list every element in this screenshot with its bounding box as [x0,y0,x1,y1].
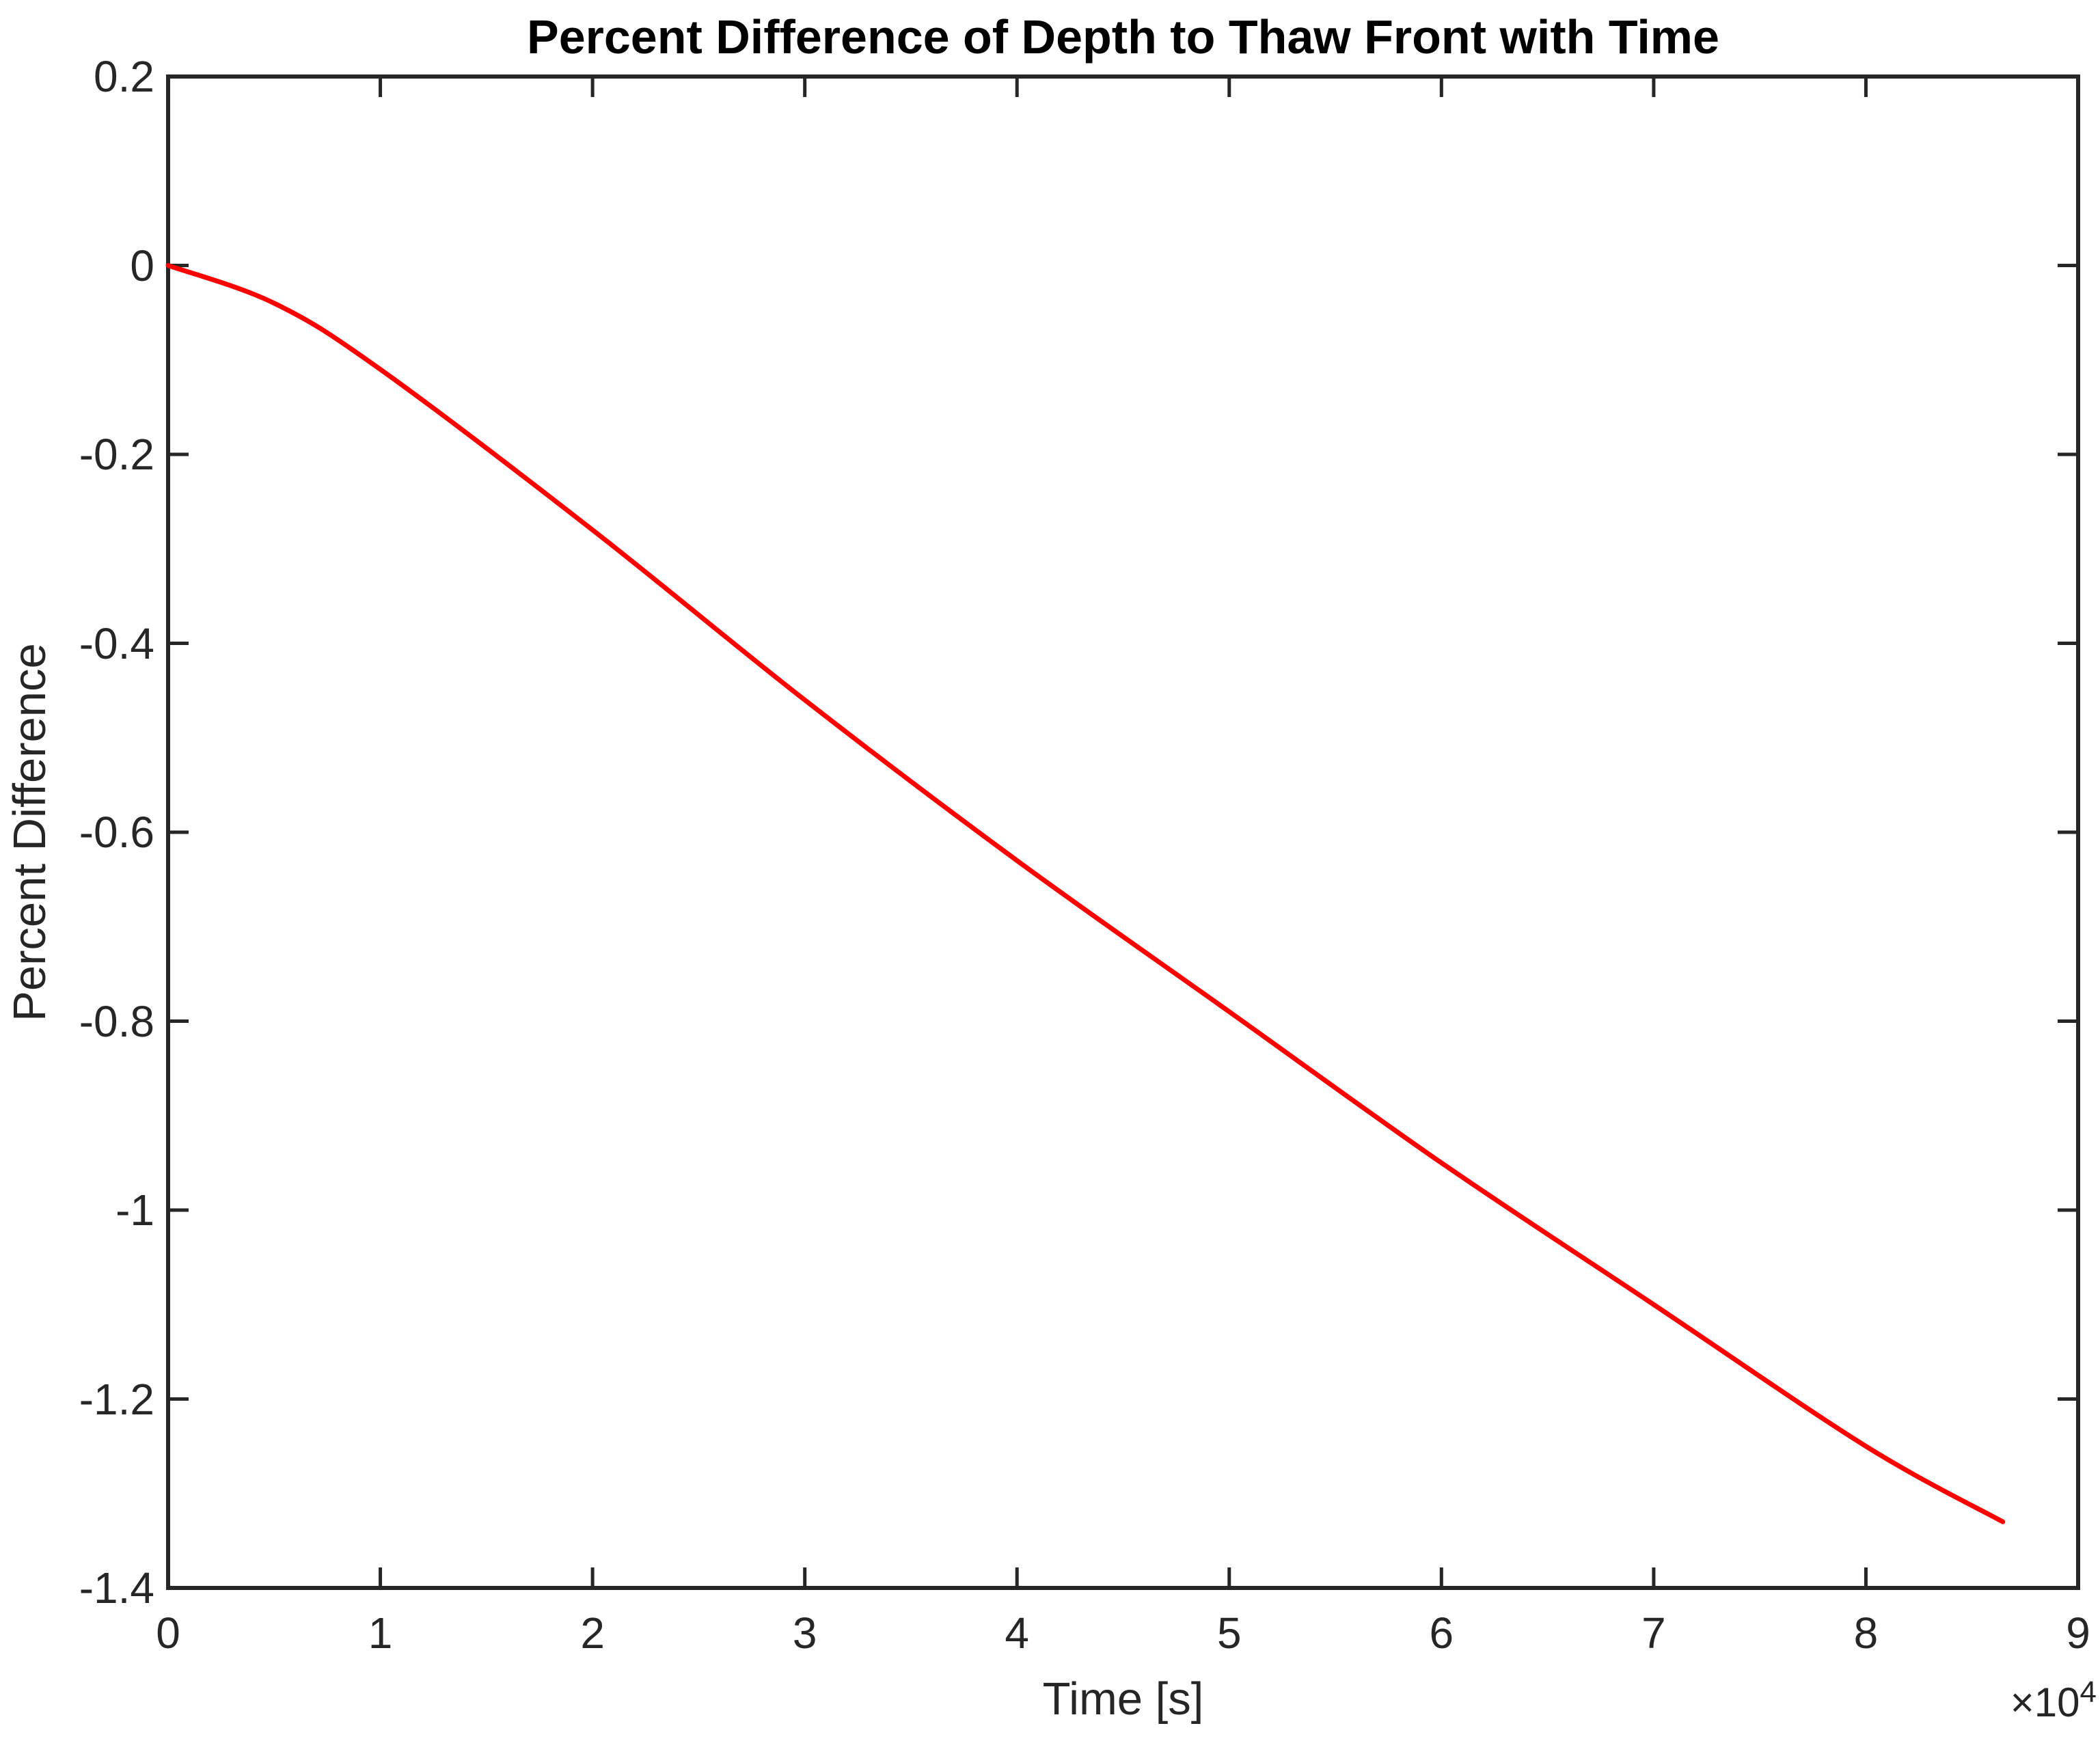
x-axis-exponent-multiplier: ×104 [1886,1675,2097,1726]
x-tick-label: 6 [1429,1608,1454,1658]
y-tick-label: -0.6 [79,808,154,857]
y-tick-label: -1.2 [79,1374,154,1424]
x-tick-label: 7 [1641,1608,1666,1658]
data-series-line [165,263,2006,1524]
y-tick-label: -0.8 [79,996,154,1046]
multiplier-base: ×10 [2010,1680,2080,1725]
y-tick-label: 0 [130,241,154,290]
chart-title: Percent Difference of Depth to Thaw Fron… [527,10,1719,64]
x-tick-label: 9 [2066,1608,2090,1658]
y-tick-label: -0.2 [79,430,154,479]
x-axis-label: Time [s] [1042,1673,1204,1725]
y-tick-label: -1 [115,1185,154,1235]
x-tick-label: 3 [792,1608,817,1658]
x-tick-label: 5 [1216,1608,1242,1658]
y-tick-label: -0.4 [79,618,154,668]
y-tick-label: -1.4 [79,1563,154,1613]
x-tick-label: 4 [1005,1608,1030,1658]
y-tick-label: 0.2 [94,52,154,101]
x-tick-label: 8 [1853,1608,1879,1658]
x-tick-label: 0 [156,1608,180,1658]
x-tick-label: 1 [368,1608,393,1658]
axes-box [166,74,2080,1590]
multiplier-exponent: 4 [2079,1675,2097,1709]
x-tick-label: 2 [580,1608,605,1658]
